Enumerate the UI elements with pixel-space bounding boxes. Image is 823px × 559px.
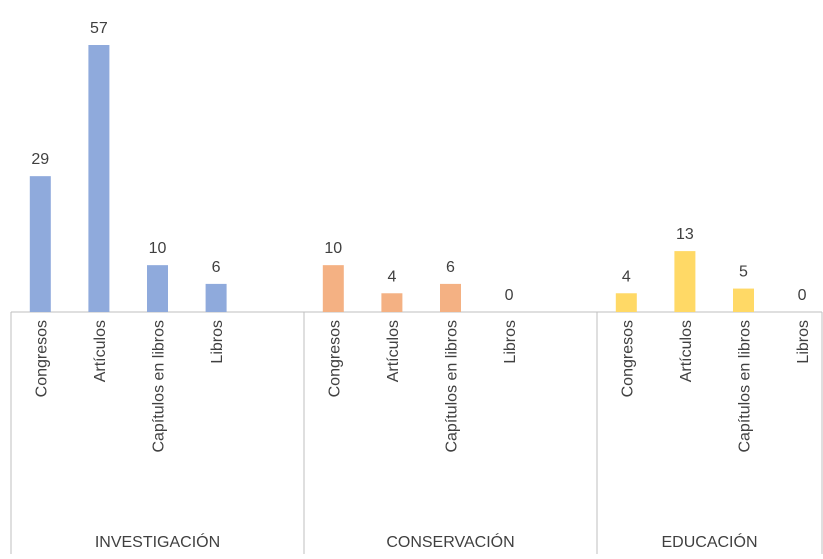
value-label: 6 — [212, 259, 221, 276]
value-label: 4 — [387, 268, 396, 285]
category-label: Artículos — [92, 320, 109, 382]
category-label: Libros — [795, 320, 812, 364]
category-label: Libros — [502, 320, 519, 364]
category-label: Capítulos en libros — [444, 320, 461, 453]
bar — [615, 293, 637, 312]
value-label: 4 — [622, 268, 631, 285]
group-label: CONSERVACIÓN — [386, 532, 514, 551]
value-label: 13 — [676, 226, 694, 243]
group-label: EDUCACIÓN — [661, 532, 757, 551]
category-label: Congresos — [33, 320, 50, 397]
category-label: Congresos — [619, 320, 636, 397]
category-label: Congresos — [326, 320, 343, 397]
bar — [29, 176, 51, 312]
category-label: Artículos — [678, 320, 695, 382]
bar — [440, 283, 461, 312]
category-label: Capítulos en libros — [737, 320, 754, 453]
bar — [733, 288, 754, 312]
bar — [147, 265, 168, 312]
value-label: 29 — [31, 151, 49, 168]
value-label: 57 — [90, 20, 108, 37]
category-label: Capítulos en libros — [151, 320, 168, 453]
value-label: 0 — [798, 287, 807, 304]
value-label: 0 — [505, 287, 514, 304]
value-label: 10 — [149, 240, 167, 257]
bar — [322, 265, 344, 312]
group-label: INVESTIGACIÓN — [95, 532, 220, 551]
bar — [381, 293, 403, 312]
category-label: Artículos — [385, 320, 402, 382]
bar — [674, 251, 696, 312]
bar — [88, 45, 110, 312]
category-label: Libros — [209, 320, 226, 364]
value-label: 5 — [739, 264, 748, 281]
bar — [205, 283, 227, 312]
value-label: 10 — [324, 240, 342, 257]
value-label: 6 — [446, 259, 455, 276]
